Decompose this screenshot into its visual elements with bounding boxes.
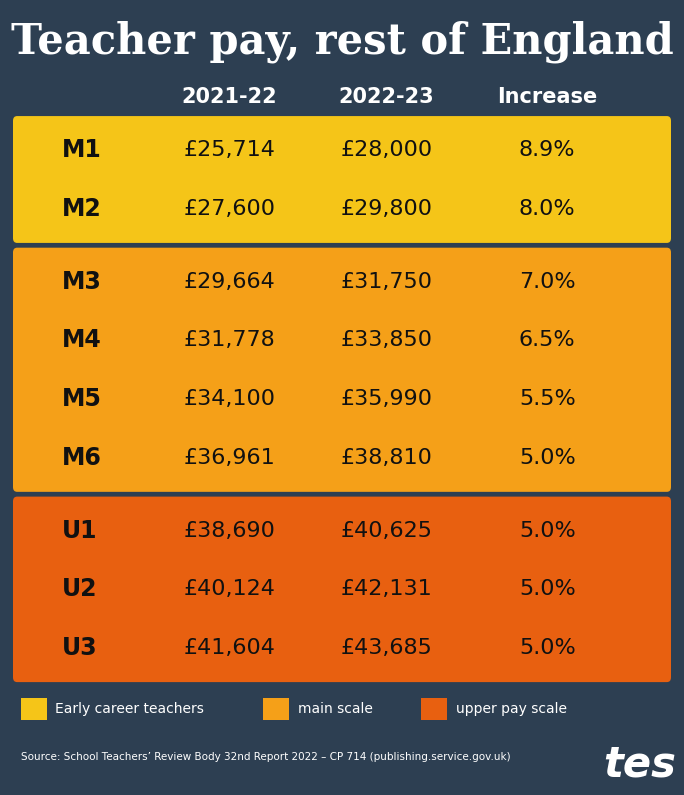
Text: £42,131: £42,131 <box>341 580 432 599</box>
Text: M4: M4 <box>62 328 101 352</box>
Text: £43,685: £43,685 <box>341 638 432 658</box>
Text: £29,800: £29,800 <box>341 199 432 219</box>
Text: 5.0%: 5.0% <box>519 448 575 467</box>
Text: M1: M1 <box>62 138 101 162</box>
Text: £33,850: £33,850 <box>341 331 432 351</box>
FancyBboxPatch shape <box>421 698 447 720</box>
Text: U3: U3 <box>62 636 97 660</box>
Text: £29,664: £29,664 <box>183 272 275 292</box>
FancyBboxPatch shape <box>13 116 671 243</box>
Text: 5.0%: 5.0% <box>519 580 575 599</box>
Text: M2: M2 <box>62 197 101 221</box>
Text: £27,600: £27,600 <box>183 199 275 219</box>
Text: M5: M5 <box>62 387 101 411</box>
Text: U2: U2 <box>62 577 97 601</box>
FancyBboxPatch shape <box>13 248 671 492</box>
Text: U1: U1 <box>62 518 97 543</box>
Text: upper pay scale: upper pay scale <box>456 702 566 716</box>
Text: £38,810: £38,810 <box>341 448 432 467</box>
Text: main scale: main scale <box>298 702 373 716</box>
Text: £40,124: £40,124 <box>183 580 275 599</box>
Text: £34,100: £34,100 <box>183 389 275 409</box>
Text: £40,625: £40,625 <box>341 521 432 541</box>
Text: £31,778: £31,778 <box>183 331 275 351</box>
Text: 2022-23: 2022-23 <box>339 87 434 107</box>
Text: £35,990: £35,990 <box>341 389 432 409</box>
Text: Teacher pay, rest of England: Teacher pay, rest of England <box>11 20 673 63</box>
Text: £38,690: £38,690 <box>183 521 275 541</box>
FancyBboxPatch shape <box>13 497 671 682</box>
Text: 5.0%: 5.0% <box>519 521 575 541</box>
Text: M3: M3 <box>62 270 101 294</box>
Text: 5.0%: 5.0% <box>519 638 575 658</box>
Text: M6: M6 <box>62 446 101 470</box>
Text: 2021-22: 2021-22 <box>181 87 277 107</box>
Text: £28,000: £28,000 <box>341 140 432 160</box>
Text: £41,604: £41,604 <box>183 638 275 658</box>
Text: 5.5%: 5.5% <box>519 389 575 409</box>
Text: £31,750: £31,750 <box>341 272 432 292</box>
Text: tes: tes <box>603 744 676 785</box>
Text: 7.0%: 7.0% <box>519 272 575 292</box>
Text: 8.9%: 8.9% <box>519 140 575 160</box>
Text: £25,714: £25,714 <box>183 140 275 160</box>
FancyBboxPatch shape <box>263 698 289 720</box>
Text: 8.0%: 8.0% <box>519 199 575 219</box>
Text: Early career teachers: Early career teachers <box>55 702 205 716</box>
Text: 6.5%: 6.5% <box>519 331 575 351</box>
Text: Source: School Teachers’ Review Body 32nd Report 2022 – CP 714 (publishing.servi: Source: School Teachers’ Review Body 32n… <box>21 752 510 762</box>
FancyBboxPatch shape <box>21 698 47 720</box>
Text: £36,961: £36,961 <box>183 448 275 467</box>
Text: Increase: Increase <box>497 87 597 107</box>
